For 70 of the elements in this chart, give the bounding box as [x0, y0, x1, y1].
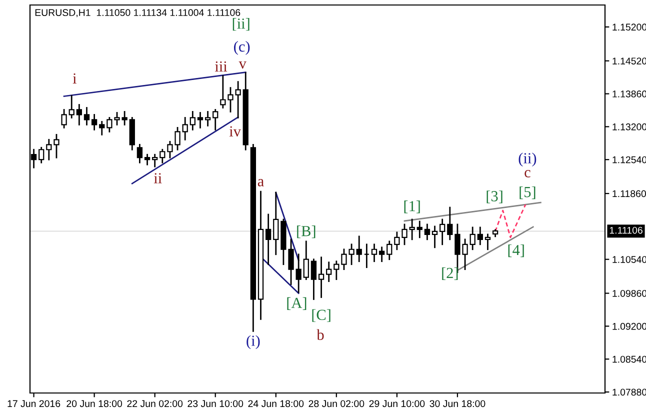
candlestick — [182, 117, 188, 140]
annotation: (c) — [234, 40, 250, 55]
candlestick — [416, 220, 422, 238]
annotation: (i) — [246, 335, 260, 350]
annotation: ii — [154, 173, 162, 184]
candlestick — [91, 114, 98, 130]
candlestick — [447, 206, 453, 240]
candlestick — [54, 134, 60, 158]
candlestick — [477, 226, 483, 246]
annotation: [1] — [404, 200, 420, 214]
annotation: iv — [229, 126, 241, 136]
candlestick — [190, 111, 196, 130]
candlestick — [470, 226, 476, 250]
candlestick — [432, 226, 438, 248]
x-tick-label: 30 Jun 18:00 — [430, 400, 486, 408]
ref-line-label: 1.11106 — [610, 226, 642, 234]
candlestick — [136, 144, 143, 164]
x-tick-label: 22 Jun 02:00 — [127, 400, 183, 408]
candlestick — [84, 107, 90, 126]
candlestick — [99, 121, 105, 136]
y-tick-label: 1.11860 — [612, 190, 646, 198]
x-tick-label: 17 Jun 2016 — [8, 400, 60, 408]
x-tick-label: 20 Jun 18:00 — [66, 400, 122, 408]
candlestick — [197, 112, 204, 128]
annotation: v — [238, 62, 246, 69]
chart-title: EURUSD,H1 1.11050 1.11134 1.11004 1.11106 — [35, 9, 240, 18]
candlestick — [484, 234, 491, 250]
candlestick — [318, 256, 324, 298]
candlestick — [371, 244, 378, 262]
candlestick — [144, 154, 150, 166]
candlestick — [424, 224, 430, 240]
annotation: iii — [214, 61, 228, 72]
annotation: [2] — [442, 267, 458, 280]
candlestick — [204, 111, 211, 126]
candlestick — [212, 109, 218, 130]
candlestick — [326, 262, 332, 282]
candlestick — [378, 246, 385, 262]
annotation: i — [72, 73, 76, 84]
x-tick-label: 24 Jun 18:00 — [248, 400, 304, 408]
annotation: [ii] — [232, 18, 250, 31]
candlestick — [61, 109, 67, 128]
annotation: [A] — [287, 297, 306, 310]
annotation: a — [258, 179, 264, 186]
annotation: [5] — [520, 186, 536, 200]
x-tick-label: 29 Jun 10:00 — [369, 400, 425, 408]
annotation: [C] — [312, 309, 330, 322]
candlestick — [356, 236, 362, 262]
candlestick — [152, 154, 158, 168]
candlestick — [303, 240, 309, 280]
annotation: [4] — [508, 244, 524, 258]
candlestick — [310, 258, 317, 300]
candlestick — [76, 104, 82, 126]
x-tick-label: 28 Jun 02:00 — [308, 400, 364, 408]
annotation: [3] — [486, 190, 502, 204]
candlestick — [364, 244, 370, 268]
candlestick — [386, 240, 392, 260]
candlestick — [266, 214, 272, 266]
annotation: (ii) — [518, 152, 536, 167]
candlestick — [68, 95, 74, 118]
candlestick — [334, 260, 340, 280]
annotation: c — [524, 170, 530, 178]
candlestick — [273, 192, 279, 256]
candlestick — [46, 138, 52, 160]
x-tick-label: 23 Jun 10:00 — [188, 400, 244, 408]
candlestick — [38, 146, 44, 164]
candlestick — [296, 254, 302, 293]
annotation: b — [316, 329, 324, 340]
candlestick — [440, 218, 446, 246]
candlestick — [160, 148, 166, 164]
annotation: [B] — [297, 225, 316, 238]
